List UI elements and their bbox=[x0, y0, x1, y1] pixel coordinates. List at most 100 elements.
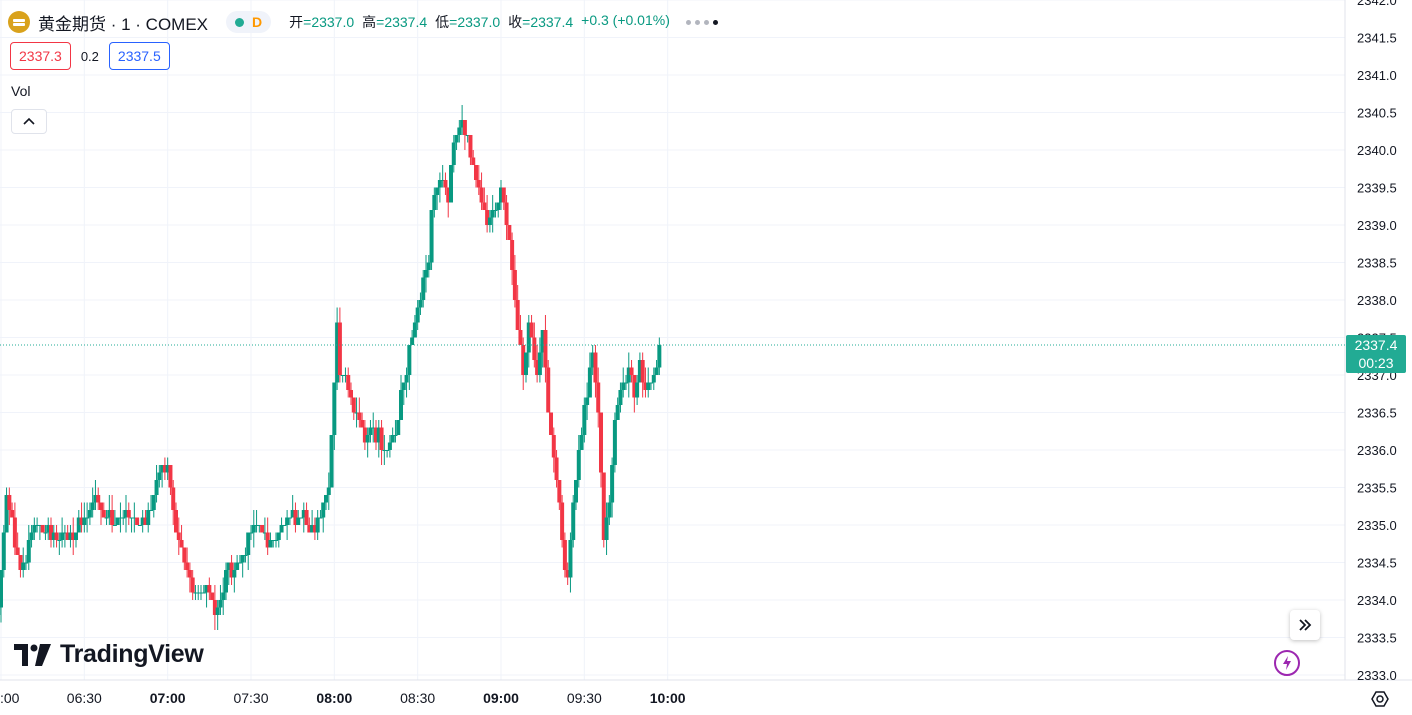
spread-value: 0.2 bbox=[80, 48, 99, 64]
candle-body bbox=[174, 510, 179, 533]
candle-body bbox=[349, 390, 354, 398]
candle-body bbox=[365, 435, 370, 443]
symbol-title[interactable]: 黄金期货 · 1 · COMEX bbox=[38, 14, 209, 34]
ohlc-open: 开=2337.0 bbox=[289, 14, 355, 30]
candle-body bbox=[410, 337, 415, 345]
candle-body bbox=[268, 540, 273, 548]
price-axis[interactable]: 2333.0 2333.5 2334.0 2334.5 2335.0 2335.5 2336… bbox=[1357, 0, 1397, 683]
chart-settings-button[interactable] bbox=[1369, 688, 1391, 710]
time-tick-label: 08:00 bbox=[316, 690, 352, 706]
candle-body bbox=[1, 532, 6, 570]
candle-body bbox=[437, 180, 442, 188]
candle-body bbox=[68, 532, 73, 540]
candle-body bbox=[271, 540, 276, 541]
candle-body bbox=[615, 405, 620, 420]
candle-body bbox=[529, 322, 534, 338]
price-tick-label: 2333.0 bbox=[1357, 668, 1397, 683]
price-tick-label: 2340.0 bbox=[1357, 143, 1397, 158]
candle-body bbox=[65, 532, 70, 540]
candle-body bbox=[226, 562, 231, 570]
price-tick-label: 2341.0 bbox=[1357, 68, 1397, 83]
candle-body bbox=[154, 480, 159, 495]
tradingview-logo[interactable]: TradingView bbox=[14, 640, 204, 669]
candle-body bbox=[340, 375, 345, 376]
more-options-icon[interactable] bbox=[685, 19, 718, 25]
candle-body bbox=[260, 525, 265, 533]
price-tick-label: 2335.0 bbox=[1357, 518, 1397, 533]
candle-body bbox=[321, 502, 326, 518]
lightning-button[interactable] bbox=[1274, 650, 1300, 676]
candle-body bbox=[637, 360, 642, 383]
candle-body bbox=[279, 525, 284, 533]
candle-body bbox=[576, 450, 581, 480]
candle-body bbox=[596, 382, 601, 413]
candle-body bbox=[179, 540, 184, 548]
candle-body bbox=[412, 322, 417, 338]
candle-body bbox=[160, 465, 165, 473]
time-tick-label: 09:30 bbox=[567, 690, 602, 706]
candle-body bbox=[218, 600, 223, 608]
candle-body bbox=[537, 352, 542, 375]
price-tick-label: 2342.0 bbox=[1357, 0, 1397, 8]
candle-body bbox=[276, 532, 281, 540]
gold-futures-icon[interactable] bbox=[8, 11, 30, 33]
candle-body bbox=[337, 322, 342, 375]
candle-body bbox=[140, 517, 145, 525]
lightning-icon bbox=[1283, 656, 1291, 670]
bid-price-button[interactable]: 2337.3 bbox=[10, 42, 71, 70]
candle-body bbox=[610, 465, 615, 503]
time-axis[interactable]: :00 06:30 07:00 07:30 08:00 08:30 09:00 09:30 10… bbox=[0, 690, 686, 706]
candle-body bbox=[299, 517, 304, 519]
candle-body bbox=[285, 517, 290, 525]
collapse-indicators-button[interactable] bbox=[11, 109, 47, 134]
candle-body bbox=[390, 435, 395, 443]
candle-body bbox=[443, 180, 448, 188]
candle-body bbox=[312, 525, 317, 533]
candle-body bbox=[415, 307, 420, 323]
candle-body bbox=[129, 517, 134, 519]
candle-body bbox=[124, 510, 129, 518]
scroll-to-realtime-button[interactable] bbox=[1290, 610, 1320, 640]
candle-body bbox=[362, 427, 367, 443]
candle-body bbox=[651, 375, 656, 383]
last-price-value: 2337.4 bbox=[1355, 337, 1398, 353]
candle-body bbox=[526, 322, 531, 353]
candle-body bbox=[107, 510, 112, 518]
candle-body bbox=[315, 517, 320, 533]
candle-body bbox=[382, 450, 387, 451]
ask-price-button[interactable]: 2337.5 bbox=[108, 42, 170, 70]
volume-indicator-label[interactable]: Vol bbox=[11, 83, 31, 99]
candle-body bbox=[460, 120, 465, 128]
candle-body bbox=[612, 420, 617, 465]
candle-body bbox=[287, 517, 292, 519]
candle-body bbox=[62, 532, 67, 534]
candle-body bbox=[49, 525, 54, 540]
time-tick-label: :00 bbox=[0, 690, 20, 706]
candle-body bbox=[379, 427, 384, 450]
candle-body bbox=[301, 510, 306, 518]
candle-body bbox=[399, 390, 404, 420]
candle-body bbox=[232, 570, 237, 578]
time-tick-label: 07:00 bbox=[150, 690, 186, 706]
candle-body bbox=[112, 525, 117, 526]
bar-countdown: 00:23 bbox=[1358, 355, 1393, 371]
candle-body bbox=[426, 262, 431, 270]
price-tick-label: 2340.5 bbox=[1357, 106, 1397, 121]
candle-body bbox=[446, 187, 451, 203]
candle-body bbox=[143, 517, 148, 525]
candle-body bbox=[385, 450, 390, 451]
candle-body bbox=[296, 517, 301, 525]
candle-body bbox=[604, 517, 609, 540]
candle-body bbox=[99, 502, 104, 510]
candle-body bbox=[212, 600, 217, 615]
candle-body bbox=[37, 525, 42, 526]
market-status-pill[interactable]: D bbox=[226, 11, 272, 33]
candle-body bbox=[243, 555, 248, 556]
candle-body bbox=[346, 375, 351, 390]
candle-body bbox=[304, 510, 309, 525]
candle-body bbox=[360, 420, 365, 428]
candle-body bbox=[0, 570, 3, 608]
price-tick-label: 2333.5 bbox=[1357, 631, 1397, 646]
chevron-up-icon bbox=[23, 117, 35, 125]
